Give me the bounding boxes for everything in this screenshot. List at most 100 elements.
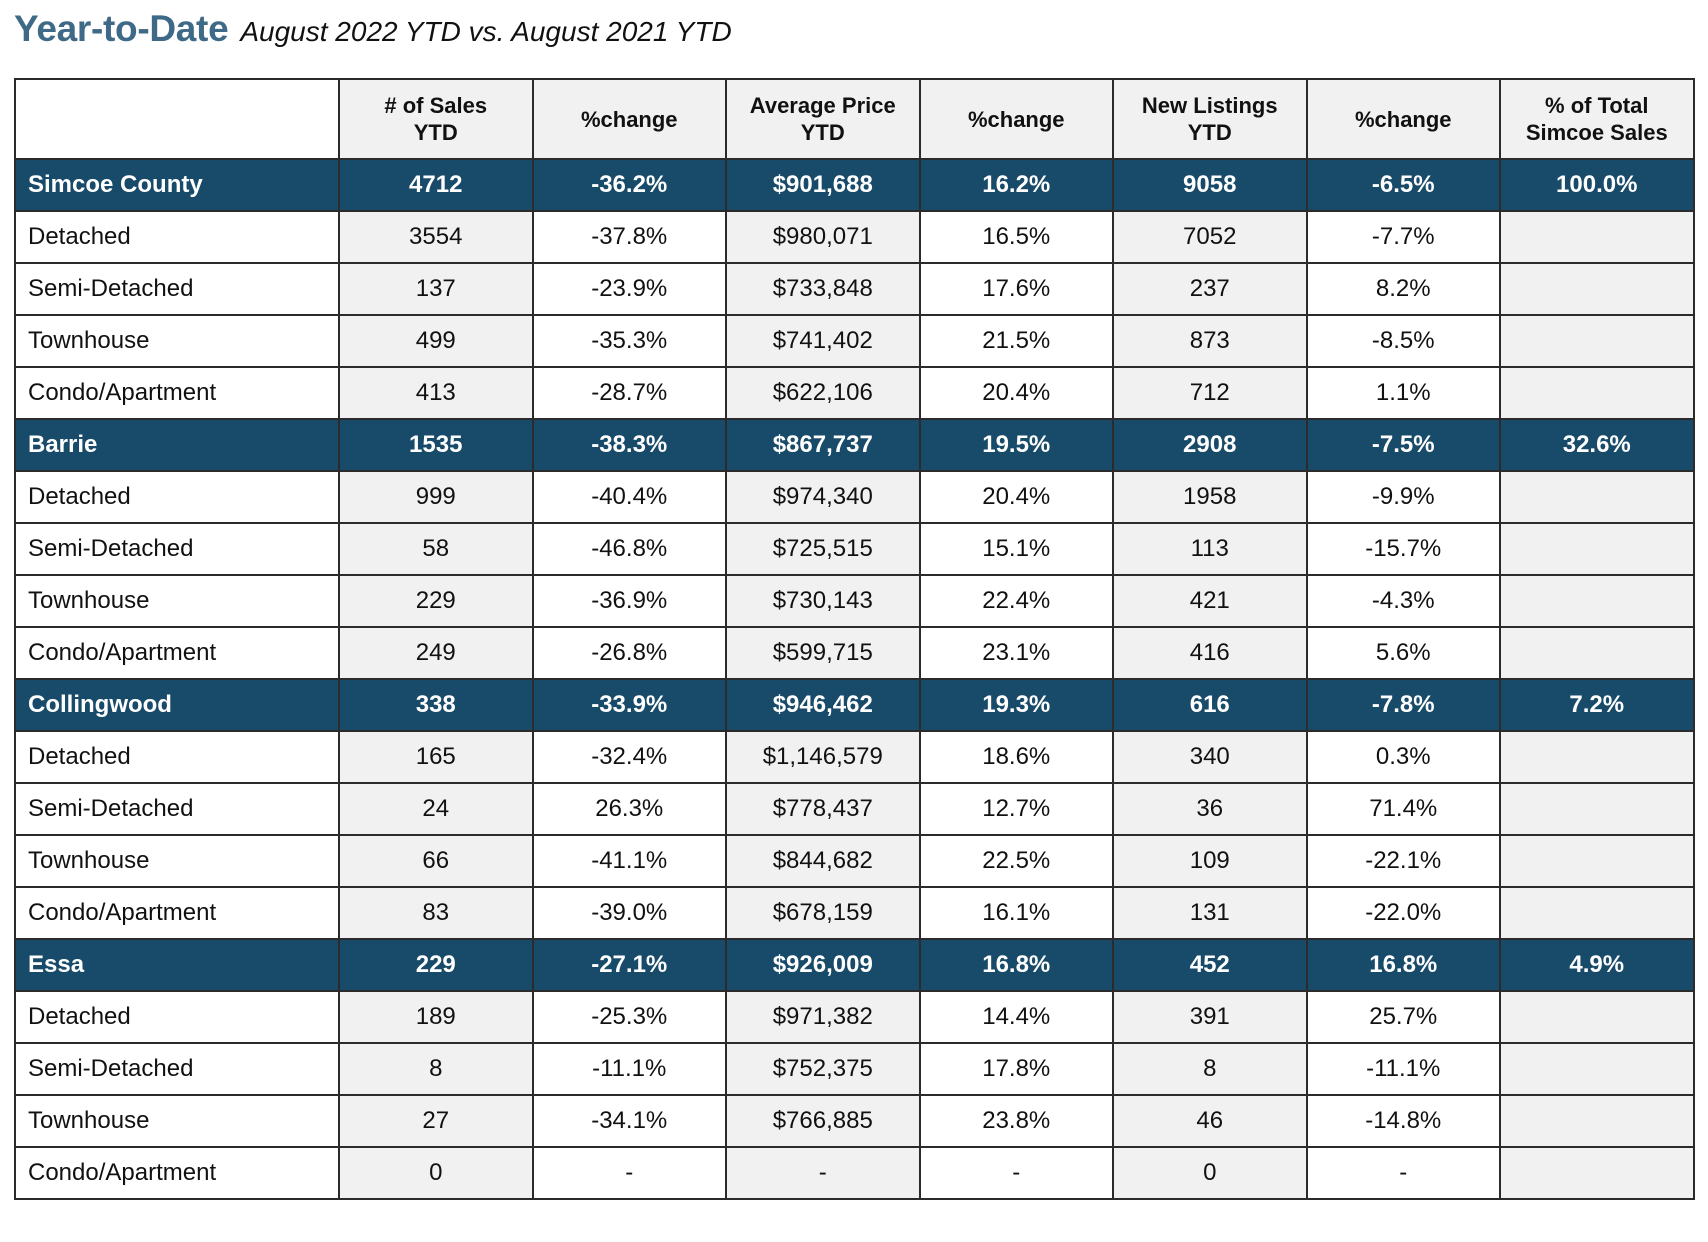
header-row: # of Sales YTD %change Average Price YTD %cha… — [14, 78, 1695, 160]
table-cell: 165 — [338, 730, 534, 784]
column-header: % of Total Simcoe Sales — [1499, 78, 1695, 160]
table-cell: 4.9% — [1499, 938, 1695, 992]
table-cell: -32.4% — [531, 730, 727, 784]
table-cell: 1958 — [1112, 470, 1308, 524]
table-cell: 83 — [338, 886, 534, 940]
table-cell — [1499, 522, 1695, 576]
table-cell: 16.8% — [918, 938, 1114, 992]
table-cell: -14.8% — [1305, 1094, 1501, 1148]
column-header-name — [14, 78, 340, 160]
row-label: Collingwood — [14, 678, 340, 732]
table-cell: -36.9% — [531, 574, 727, 628]
table-row: Semi-Detached 137 -23.9% $733,848 17.6% 237 8.… — [14, 262, 1695, 316]
table-cell: 113 — [1112, 522, 1308, 576]
table-cell: 12.7% — [918, 782, 1114, 836]
row-label: Condo/Apartment — [14, 366, 340, 420]
table-cell: 71.4% — [1305, 782, 1501, 836]
table-cell: -8.5% — [1305, 314, 1501, 368]
row-label: Townhouse — [14, 834, 340, 888]
table-cell: 7052 — [1112, 210, 1308, 264]
table-cell: $766,885 — [725, 1094, 921, 1148]
table-cell: $778,437 — [725, 782, 921, 836]
table-cell: 16.5% — [918, 210, 1114, 264]
ytd-sales-table: # of Sales YTD %change Average Price YTD %cha… — [14, 78, 1695, 1200]
table-cell: 391 — [1112, 990, 1308, 1044]
table-row: Condo/Apartment 413 -28.7% $622,106 20.4% 712… — [14, 366, 1695, 420]
row-label: Condo/Apartment — [14, 886, 340, 940]
table-row: Condo/Apartment 249 -26.8% $599,715 23.1% 416… — [14, 626, 1695, 680]
table-cell: 712 — [1112, 366, 1308, 420]
table-cell: $752,375 — [725, 1042, 921, 1096]
table-cell: 873 — [1112, 314, 1308, 368]
table-cell: 26.3% — [531, 782, 727, 836]
table-cell: 8 — [1112, 1042, 1308, 1096]
table-row: Semi-Detached 58 -46.8% $725,515 15.1% 113 -15… — [14, 522, 1695, 576]
table-cell: -7.7% — [1305, 210, 1501, 264]
row-label: Detached — [14, 990, 340, 1044]
row-label: Townhouse — [14, 1094, 340, 1148]
table-cell — [1499, 886, 1695, 940]
table-cell: -27.1% — [531, 938, 727, 992]
table-cell: 499 — [338, 314, 534, 368]
table-cell — [1499, 574, 1695, 628]
table-cell: 421 — [1112, 574, 1308, 628]
row-label: Condo/Apartment — [14, 1146, 340, 1200]
table-cell: 16.2% — [918, 158, 1114, 212]
table-cell: -11.1% — [1305, 1042, 1501, 1096]
table-body: Simcoe County 4712 -36.2% $901,688 16.2% 9058… — [14, 158, 1695, 1200]
table-cell: -22.0% — [1305, 886, 1501, 940]
table-cell: -41.1% — [531, 834, 727, 888]
table-cell: 21.5% — [918, 314, 1114, 368]
row-label: Detached — [14, 210, 340, 264]
table-cell — [1499, 262, 1695, 316]
table-cell: - — [1305, 1146, 1501, 1200]
column-header: %change — [531, 78, 727, 160]
table-cell: $730,143 — [725, 574, 921, 628]
table-cell: 19.5% — [918, 418, 1114, 472]
table-cell — [1499, 470, 1695, 524]
table-cell: - — [918, 1146, 1114, 1200]
column-header-line2: Simcoe Sales — [1525, 120, 1668, 145]
table-cell: $678,159 — [725, 886, 921, 940]
table-cell: -38.3% — [531, 418, 727, 472]
column-header: %change — [918, 78, 1114, 160]
table-cell: 32.6% — [1499, 418, 1695, 472]
table-cell: 999 — [338, 470, 534, 524]
table-cell: 413 — [338, 366, 534, 420]
table-cell: 66 — [338, 834, 534, 888]
table-cell: -34.1% — [531, 1094, 727, 1148]
table-cell: -11.1% — [531, 1042, 727, 1096]
table-cell: 27 — [338, 1094, 534, 1148]
table-cell — [1499, 1094, 1695, 1148]
table-cell: -15.7% — [1305, 522, 1501, 576]
table-cell: 20.4% — [918, 470, 1114, 524]
table-row: Semi-Detached 8 -11.1% $752,375 17.8% 8 -11.1% — [14, 1042, 1695, 1096]
table-cell: -33.9% — [531, 678, 727, 732]
row-label: Semi-Detached — [14, 262, 340, 316]
column-header: %change — [1305, 78, 1501, 160]
table-cell: 8.2% — [1305, 262, 1501, 316]
table-cell: 8 — [338, 1042, 534, 1096]
table-cell: 18.6% — [918, 730, 1114, 784]
table-cell — [1499, 782, 1695, 836]
row-label: Semi-Detached — [14, 782, 340, 836]
table-row: Condo/Apartment 0- - -0- — [14, 1146, 1695, 1200]
table-cell: 22.4% — [918, 574, 1114, 628]
row-label: Essa — [14, 938, 340, 992]
column-header-line1: %change — [1354, 106, 1452, 132]
table-cell — [1499, 1042, 1695, 1096]
table-cell: -4.3% — [1305, 574, 1501, 628]
table-cell — [1499, 210, 1695, 264]
table-cell: $1,146,579 — [725, 730, 921, 784]
table-cell — [1499, 626, 1695, 680]
region-row: Essa 229 -27.1% $926,009 16.8% 452 16.8% 4.9% — [14, 938, 1695, 992]
table-cell: 17.8% — [918, 1042, 1114, 1096]
table-cell: $844,682 — [725, 834, 921, 888]
region-row: Barrie 1535 -38.3% $867,737 19.5% 2908 -7.5% 32… — [14, 418, 1695, 472]
table-cell: 1535 — [338, 418, 534, 472]
table-cell: 0 — [1112, 1146, 1308, 1200]
table-row: Townhouse 499 -35.3% $741,402 21.5% 873 -8.5% — [14, 314, 1695, 368]
table-cell: - — [531, 1146, 727, 1200]
region-row: Simcoe County 4712 -36.2% $901,688 16.2% 9058… — [14, 158, 1695, 212]
table-cell: -7.5% — [1305, 418, 1501, 472]
